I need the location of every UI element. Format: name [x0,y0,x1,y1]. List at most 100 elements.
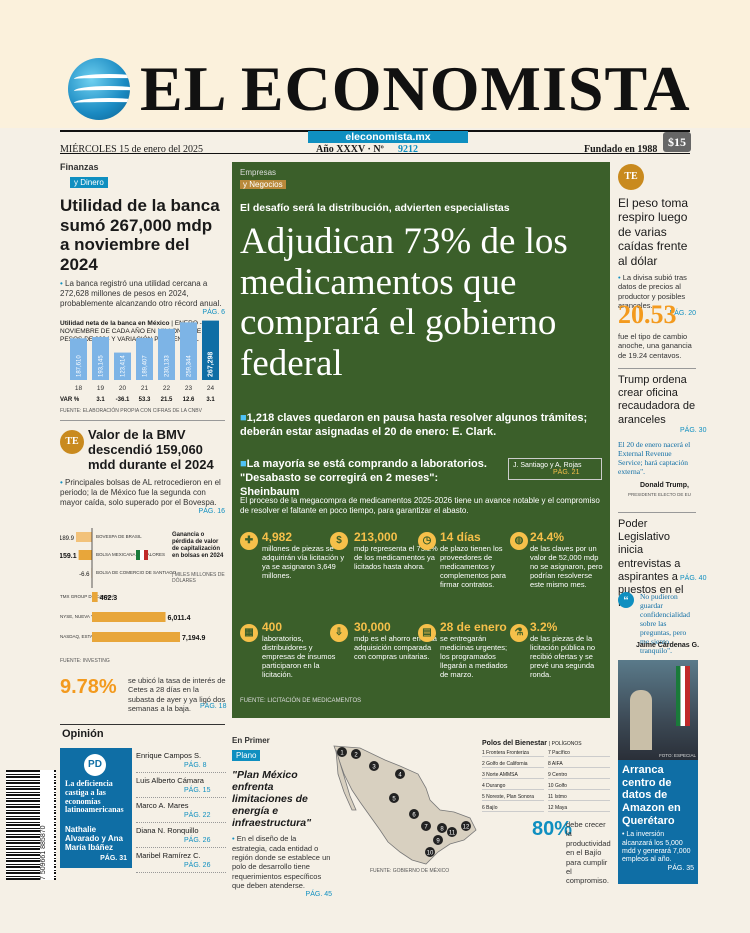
stat-6: 30,000 mdp es el ahorro en esta adquisici… [354,620,437,662]
section-label: Finanzas [60,162,99,172]
body-bmv: Principales bolsas de AL retrocedieron e… [60,478,225,508]
main-feature: Empresas y Negocios El desafío será la d… [232,162,610,718]
polos-text: debe crecer la productividad en el Bajío… [566,820,611,886]
bmv-bar [76,532,92,542]
savings-icon: ⇩ [330,624,348,642]
bmv-label: NYSE, NUEVA YORK [60,614,104,619]
x-tick-label: 20 [119,385,127,392]
quote-author: Jaime Cárdenas G. [636,642,700,649]
headline-banca[interactable]: Utilidad de la banca sumó 267,000 mdp a … [60,196,220,274]
issue-number: 9212 [398,144,418,155]
subsection-tag: Plano [232,750,261,761]
cetes-text: se ubicó la tasa de interés de Cetes a 2… [128,676,226,714]
bottle-icon: ⚗ [510,624,528,642]
primer-plano: En Primer Plano "Plan México enfrenta li… [232,736,332,898]
map-marker-number: 4 [398,773,402,779]
map-marker-number: 7 [424,825,428,831]
headline-bmv[interactable]: Valor de la BMV descendió 159,060 mdd du… [88,427,214,472]
bmv-value: -6.6 [79,572,90,578]
peso-story: El peso toma respiro luego de varias caí… [618,196,696,317]
main-headline[interactable]: Adjudican 73% de los medicamentos que co… [240,221,568,385]
mexico-flag-icon [676,666,690,726]
columnist-item[interactable]: Diana N. Ronquillo PÁG. 26 [136,823,226,848]
pills-icon: ✚ [240,532,258,550]
banca-bar-chart: 187,610 18 193,145 19 123,414 20 189,407 21 230,… [60,320,219,403]
feature-source: FUENTE: LICITACIÓN DE MEDICAMENTOS [240,698,362,704]
amazon-headline: Arranca centro de datos de Amazon en Que… [622,764,681,827]
trump-quote: El 20 de enero nacerá el External Revenu… [618,440,691,476]
trump-headline[interactable]: Trump ordena crear oficina recaudadora d… [618,374,696,426]
bmv-value: -159.1 [60,553,77,560]
bar-value-label: 189,407 [143,355,149,377]
bar-value-label: 259,344 [187,355,193,377]
stat-7: 28 de enero se entregarán medicinas urgen… [440,620,508,680]
columnist-item[interactable]: Maribel Ramírez C. PÁG. 26 [136,848,226,873]
page-ref[interactable]: PÁG. 30 [680,427,707,434]
page-ref[interactable]: PÁG. 31 [100,855,127,862]
page-ref[interactable]: PÁG. 45 [305,890,332,898]
map-marker-number: 12 [463,825,470,831]
section-label: En Primer [232,736,270,745]
page-ref[interactable]: PÁG. 20 [669,310,696,318]
page-ref[interactable]: PÁG. 6 [202,309,225,317]
map-source: FUENTE: GOBIERNO DE MÉXICO [370,868,450,874]
x-tick-label: 19 [97,385,105,392]
bmv-value: 462.3 [100,595,118,602]
peso-headline[interactable]: El peso toma respiro luego de varias caí… [618,196,689,268]
polo-item: 5 Noreste, Plan Sonora [482,794,544,801]
primer-body: En el diseño de la estrategia, cada enti… [232,834,332,890]
bmv-value: 6,011.4 [168,615,191,622]
polos-percent: 80% [532,818,573,840]
bmv-value: 7,194.9 [182,635,205,642]
bmv-label: NASDAQ, ESTADOS UNIDOS [60,634,121,639]
map-marker [461,821,471,831]
fx-text: fue el tipo de cambio anoche, una gananc… [618,332,692,360]
money-icon: $ [330,532,348,550]
bmv-label: BOVESPA DE BRASIL [96,534,142,539]
map-marker-number: 6 [412,813,416,819]
bmv-bar [78,550,92,560]
variation-value: 21.5 [161,397,173,403]
barcode-number: 7 509661 885870 [40,770,54,880]
map-marker-number: 8 [440,827,444,833]
map-marker [351,749,361,759]
map-marker-number: 9 [436,839,440,845]
columnist-item[interactable]: Luis Alberto Cámara PÁG. 15 [136,773,226,798]
variation-label: VAR % [60,397,80,403]
photo-credit: FOTO: ESPECIAL [659,753,696,758]
map-marker [395,769,405,779]
amazon-body: • La inversión alcanzará los 5,000 mdd y… [622,831,691,864]
columnist-item[interactable]: Marco A. Mares PÁG. 22 [136,798,226,823]
left-column: Finanzas y Dinero Utilidad de la banca s… [60,162,225,344]
polo-item: 2 Golfo de California [482,761,544,768]
opinion-feature[interactable]: PD La deficiencia castiga a las economía… [60,748,132,868]
issue-prefix: Año XXXV · Nº [316,144,384,155]
website-url[interactable]: eleconomista.mx [308,131,468,143]
amazon-story[interactable]: Arranca centro de datos de Amazon en Que… [618,760,698,884]
map-marker [337,747,347,757]
polos-panel: Polos del Bienestar | POLÍGONOS 1 Fronte… [482,740,612,820]
bar [114,352,131,380]
map-marker [409,809,419,819]
bmv-bar [92,592,98,602]
page-ref[interactable]: PÁG. 16 [198,507,225,515]
map-marker-number: 3 [372,765,376,771]
map-marker-number: 1 [340,751,344,757]
polos-subtitle: | POLÍGONOS [548,741,582,747]
stat-4: 24.4% de las claves por un valor de 52,00… [530,530,603,590]
price-badge: $15 [663,132,691,152]
bmv-bar [92,612,166,622]
polo-item: 8 AIFA [548,761,610,768]
page-ref[interactable]: PÁG. 18 [200,703,227,710]
map-marker [433,835,443,845]
columnist-item[interactable]: Enrique Campos S. PÁG. 8 [136,748,226,773]
page-ref[interactable]: PÁG. 40 [680,575,707,582]
polos-list: 1 Frontera Fronteriza 2 Golfo de Californ… [482,750,612,820]
person-figure [630,690,652,750]
quote-author: Donald Trump, [640,482,689,489]
polo-item: 1 Frontera Fronteriza [482,750,544,757]
page-ref[interactable]: PÁG. 35 [667,864,694,872]
founded-text: Fundado en 1988 [584,144,658,155]
primer-headline[interactable]: "Plan México enfrenta limitaciones de en… [232,769,312,830]
amazon-photo[interactable]: FOTO: ESPECIAL [618,660,698,760]
